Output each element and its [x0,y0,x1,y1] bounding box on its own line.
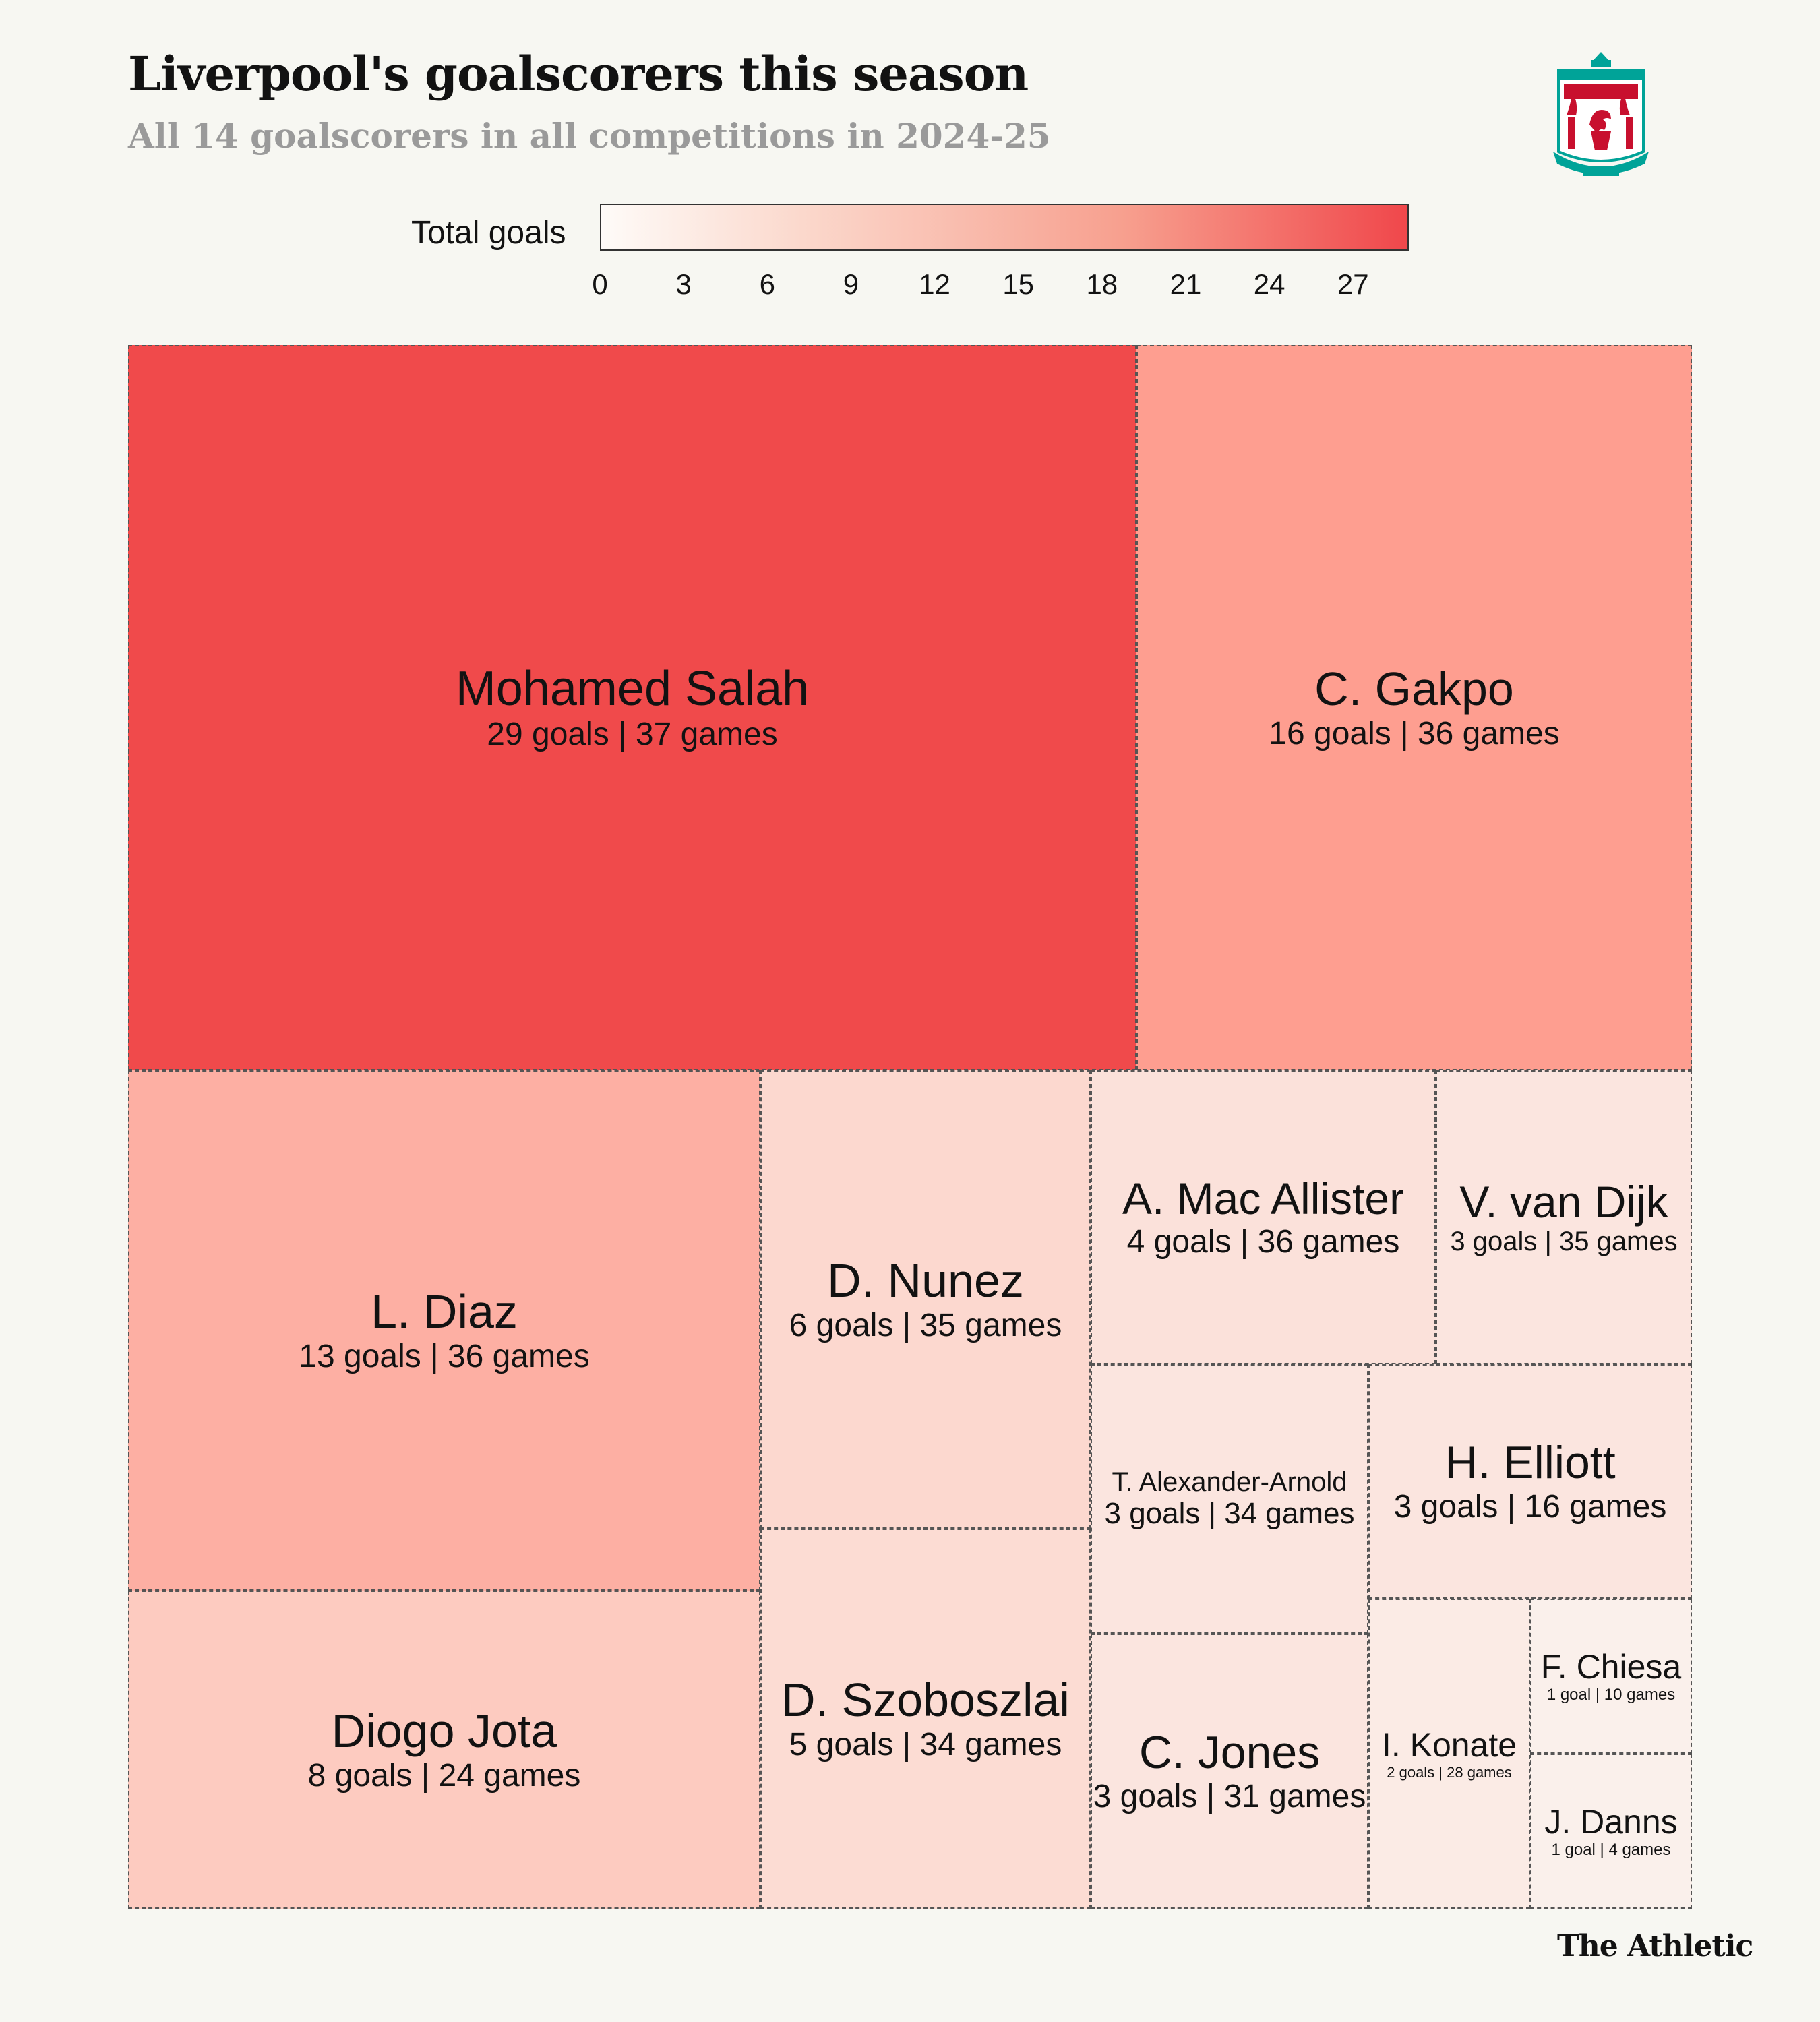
chart-title: Liverpool's goalscorers this season [128,46,1029,102]
player-name: C. Jones [1139,1727,1321,1778]
player-stats: 16 goals | 36 games [1269,715,1560,752]
player-name: T. Alexander-Arnold [1112,1467,1347,1497]
cell-mac-allister[interactable]: A. Mac Allister 4 goals | 36 games [1091,1070,1436,1364]
cell-gakpo[interactable]: C. Gakpo 16 goals | 36 games [1136,345,1692,1070]
legend-tick-label: 6 [759,268,775,300]
legend-tick-label: 27 [1337,268,1369,300]
player-name: I. Konate [1381,1725,1517,1764]
player-name: Diogo Jota [331,1704,557,1757]
player-stats: 8 goals | 24 games [307,1757,581,1794]
legend-tick-label: 0 [592,268,608,300]
cell-jones[interactable]: C. Jones 3 goals | 31 games [1091,1634,1368,1909]
cell-konate[interactable]: I. Konate 2 goals | 28 games [1368,1599,1530,1909]
legend-tick-label: 12 [919,268,950,300]
legend-tick-label: 3 [675,268,692,300]
player-name: A. Mac Allister [1122,1173,1405,1224]
player-stats: 3 goals | 34 games [1104,1496,1355,1530]
player-stats: 3 goals | 31 games [1093,1778,1366,1814]
source-logo-text: The Athletic [1557,1929,1753,1963]
player-stats: 3 goals | 35 games [1450,1227,1678,1257]
legend-tick-label: 15 [1002,268,1035,300]
legend-tick-label: 9 [843,268,859,300]
player-name: H. Elliott [1445,1437,1616,1488]
player-name: V. van Dijk [1459,1176,1668,1227]
player-name: D. Szoboszlai [781,1673,1070,1726]
player-name: D. Nunez [827,1254,1024,1307]
cell-diaz[interactable]: L. Diaz 13 goals | 36 games [128,1070,760,1591]
goalscorers-treemap: Mohamed Salah 29 goals | 37 games C. Gakp… [128,345,1692,1909]
legend-tick-label: 18 [1086,268,1118,300]
player-stats: 29 goals | 37 games [487,716,778,752]
chart-subtitle: All 14 goalscorers in all competitions i… [128,116,1051,156]
player-stats: 13 goals | 36 games [299,1338,590,1374]
player-name: F. Chiesa [1540,1647,1682,1686]
color-scale-bar [600,204,1409,251]
cell-jota[interactable]: Diogo Jota 8 goals | 24 games [128,1591,760,1909]
player-stats: 3 goals | 16 games [1393,1488,1667,1525]
player-stats: 4 goals | 36 games [1126,1223,1400,1260]
cell-elliott[interactable]: H. Elliott 3 goals | 16 games [1368,1364,1692,1599]
player-stats: 2 goals | 28 games [1387,1763,1512,1781]
cell-szoboszlai[interactable]: D. Szoboszlai 5 goals | 34 games [760,1529,1091,1909]
liverpool-crest-logo [1553,52,1649,176]
legend-tick-label: 24 [1253,268,1285,300]
cell-nunez[interactable]: D. Nunez 6 goals | 35 games [760,1070,1091,1529]
cell-alexander-arnold[interactable]: T. Alexander-Arnold 3 goals | 34 games [1091,1364,1368,1634]
cell-chiesa[interactable]: F. Chiesa 1 goal | 10 games [1530,1599,1692,1754]
player-name: C. Gakpo [1314,662,1514,715]
player-name: Mohamed Salah [455,661,810,716]
legend-tick-label: 21 [1170,268,1202,300]
cell-salah[interactable]: Mohamed Salah 29 goals | 37 games [128,345,1136,1070]
player-name: J. Danns [1544,1802,1678,1841]
cell-danns[interactable]: J. Danns 1 goal | 4 games [1530,1754,1692,1909]
player-stats: 6 goals | 35 games [789,1307,1062,1343]
player-stats: 1 goal | 10 games [1546,1685,1676,1704]
legend-title: Total goals [411,215,566,251]
player-stats: 1 goal | 4 games [1551,1840,1671,1859]
player-name: L. Diaz [371,1285,518,1338]
player-stats: 5 goals | 34 games [789,1726,1062,1763]
cell-van-dijk[interactable]: V. van Dijk 3 goals | 35 games [1436,1070,1692,1364]
